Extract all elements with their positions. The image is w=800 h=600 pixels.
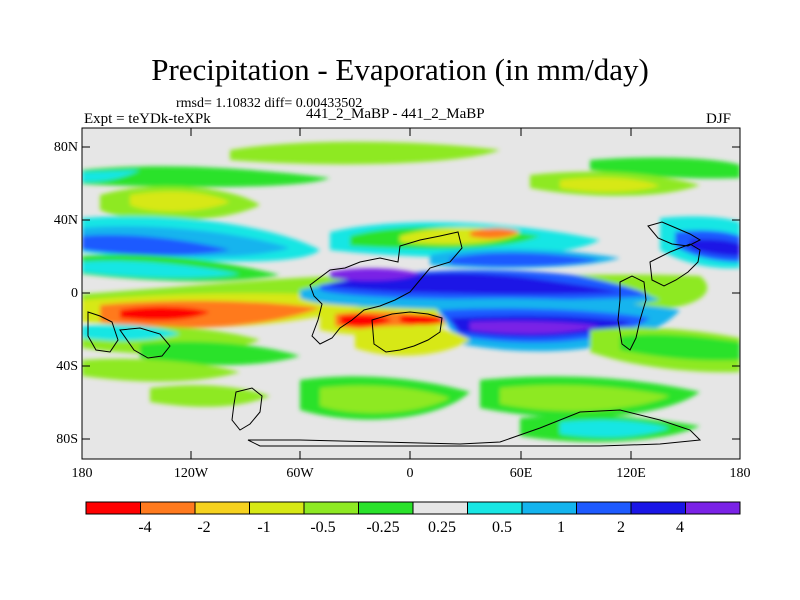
x-tick-label: 120E (616, 466, 646, 481)
y-tick-label: 80S (56, 432, 78, 447)
x-tick-label: 60W (286, 466, 314, 481)
colorbar-swatch (249, 501, 305, 515)
colorbar-swatch (303, 501, 359, 515)
x-tick-label: 120W (173, 466, 209, 481)
field-contours (82, 141, 740, 442)
colorbar-label: 1 (557, 519, 565, 536)
colorbar-label: 0.5 (492, 519, 512, 536)
colorbar-swatch (576, 501, 632, 515)
colorbar-label: -1 (257, 519, 271, 536)
coastlines (87, 221, 702, 447)
y-tick-label: 40N (53, 213, 78, 228)
colorbar-swatch (358, 501, 414, 515)
runs-label: 441_2_MaBP - 441_2_MaBP (306, 106, 485, 122)
colorbar-swatch (467, 501, 523, 515)
y-tick-label: 40S (56, 359, 78, 374)
x-tick-label: 180 (729, 466, 751, 481)
colorbar-swatch (630, 501, 686, 515)
x-tick-label: 180 (71, 466, 93, 481)
season-label: DJF (706, 111, 732, 127)
colorbar-swatch (685, 501, 741, 515)
colorbar-swatch (412, 501, 468, 515)
colorbar-label: 2 (617, 519, 625, 536)
colorbar-label: -0.25 (366, 519, 400, 536)
y-tick-label: 80N (53, 140, 78, 155)
y-tick-label: 0 (71, 286, 78, 301)
colorbar-swatch (521, 501, 577, 515)
colorbar-label: -2 (197, 519, 211, 536)
colorbar-label: 0.25 (428, 519, 456, 536)
colorbar-label: 4 (676, 519, 684, 536)
colorbar-swatch (194, 501, 250, 515)
x-tick-label: 60E (509, 466, 533, 481)
x-tick-label: 0 (406, 466, 414, 481)
colorbar-swatch (140, 501, 196, 515)
colorbar-label: -0.5 (310, 519, 336, 536)
chart-title: Precipitation - Evaporation (in mm/day) (151, 52, 649, 87)
experiment-label: Expt = teYDk-teXPk (84, 111, 211, 127)
colorbar (85, 501, 741, 515)
axis-ticks (82, 128, 740, 459)
colorbar-swatch (85, 501, 141, 515)
statistics-line: rmsd= 1.10832 diff= 0.00433502 (176, 96, 363, 111)
colorbar-label: -4 (138, 519, 152, 536)
